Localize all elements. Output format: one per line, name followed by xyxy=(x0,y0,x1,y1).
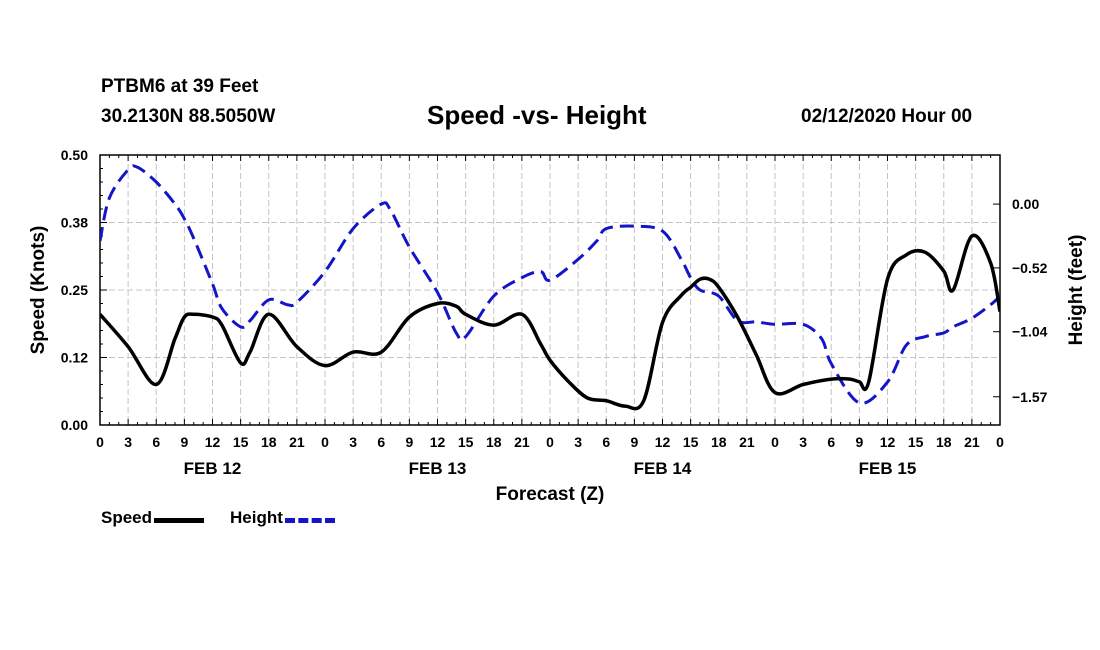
series-line-speed xyxy=(100,233,1000,411)
x-tick-label: 21 xyxy=(964,434,980,450)
legend-speed: Speed xyxy=(101,508,205,528)
x-axis-title: Forecast (Z) xyxy=(496,484,605,505)
x-tick-label: 9 xyxy=(405,434,413,450)
y-left-tick-label: 0.50 xyxy=(61,147,88,163)
legend-speed-swatch xyxy=(154,517,205,523)
x-tick-label: 21 xyxy=(289,434,305,450)
x-tick-label: 9 xyxy=(855,434,863,450)
x-tick-label: 15 xyxy=(233,434,249,450)
coordinates-label: 30.2130N 88.5050W xyxy=(101,106,276,127)
x-tick-label: 0 xyxy=(96,434,104,450)
x-tick-label: 12 xyxy=(880,434,896,450)
day-label: FEB 15 xyxy=(859,459,917,478)
y-left-tick-label: 0.25 xyxy=(61,282,88,298)
x-tick-label: 3 xyxy=(574,434,582,450)
forecast-date-label: 02/12/2020 Hour 00 xyxy=(801,106,973,127)
x-tick-label: 18 xyxy=(261,434,277,450)
x-tick-label: 18 xyxy=(711,434,727,450)
x-tick-label: 12 xyxy=(205,434,221,450)
x-tick-label: 3 xyxy=(799,434,807,450)
y-right-tick-label: 0.00 xyxy=(1012,196,1039,212)
y-left-tick-label: 0.38 xyxy=(61,215,88,231)
x-tick-label: 9 xyxy=(180,434,188,450)
x-tick-label: 15 xyxy=(458,434,474,450)
x-tick-label: 21 xyxy=(739,434,755,450)
day-label: FEB 14 xyxy=(634,459,692,478)
x-tick-label: 0 xyxy=(546,434,554,450)
day-label: FEB 13 xyxy=(409,459,467,478)
x-tick-label: 9 xyxy=(630,434,638,450)
legend-height-label: Height xyxy=(230,508,283,527)
x-tick-label: 15 xyxy=(908,434,924,450)
y-right-axis-title: Height (feet) xyxy=(1066,235,1087,346)
series-line-height xyxy=(100,164,1000,405)
legend-height-swatch xyxy=(284,517,335,523)
x-tick-label: 3 xyxy=(349,434,357,450)
legend-speed-label: Speed xyxy=(101,508,153,527)
chart-title: Speed -vs- Height xyxy=(427,100,647,130)
y-right-tick-label: −1.04 xyxy=(1012,324,1048,340)
x-tick-label: 0 xyxy=(771,434,779,450)
x-tick-label: 0 xyxy=(321,434,329,450)
x-tick-label: 6 xyxy=(602,434,610,450)
x-tick-label: 12 xyxy=(430,434,446,450)
x-tick-label: 0 xyxy=(996,434,1004,450)
x-tick-label: 18 xyxy=(486,434,502,450)
x-tick-label: 12 xyxy=(655,434,671,450)
x-tick-label: 6 xyxy=(377,434,385,450)
x-tick-label: 6 xyxy=(152,434,160,450)
y-right-tick-label: −0.52 xyxy=(1012,260,1048,276)
legend-height: Height xyxy=(230,508,335,528)
x-tick-label: 3 xyxy=(124,434,132,450)
x-tick-label: 15 xyxy=(683,434,699,450)
x-tick-label: 21 xyxy=(514,434,530,450)
y-left-axis-title: Speed (Knots) xyxy=(28,226,49,355)
x-tick-label: 6 xyxy=(827,434,835,450)
y-left-tick-label: 0.00 xyxy=(61,417,88,433)
y-right-tick-label: −1.57 xyxy=(1012,389,1048,405)
x-tick-label: 18 xyxy=(936,434,952,450)
y-left-tick-label: 0.12 xyxy=(61,350,88,366)
station-label: PTBM6 at 39 Feet xyxy=(101,76,259,97)
day-label: FEB 12 xyxy=(184,459,242,478)
